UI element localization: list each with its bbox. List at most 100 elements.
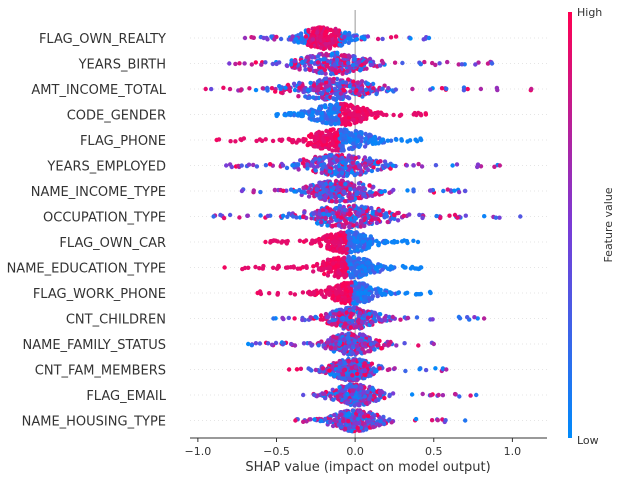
shap-point: [332, 345, 338, 351]
shap-point: [337, 80, 343, 86]
shap-point: [338, 425, 343, 430]
shap-point: [358, 86, 363, 92]
shap-point: [416, 161, 421, 167]
shap-point: [331, 397, 336, 402]
shap-point: [371, 424, 376, 430]
shap-point: [343, 287, 349, 292]
shap-point: [298, 366, 304, 371]
shap-point: [481, 316, 487, 321]
shap-point: [344, 173, 350, 178]
shap-point: [378, 419, 383, 424]
shap-point: [377, 366, 382, 371]
shap-point: [366, 414, 371, 419]
shap-point: [344, 400, 350, 405]
shap-point: [330, 110, 336, 115]
shap-point: [441, 188, 446, 194]
shap-point: [294, 367, 300, 372]
shap-point: [346, 32, 351, 38]
shap-point: [361, 257, 366, 262]
shap-point: [227, 61, 232, 66]
shap-point: [452, 188, 457, 193]
shap-point: [459, 62, 465, 67]
colorbar-high-label: High: [577, 6, 602, 19]
shap-point: [321, 391, 327, 396]
shap-point: [368, 342, 373, 347]
shap-point: [323, 76, 328, 81]
shap-point: [364, 260, 369, 266]
shap-point: [312, 138, 317, 143]
shap-point: [315, 54, 321, 59]
shap-point: [414, 266, 419, 271]
shap-point: [346, 425, 352, 431]
shap-point: [309, 343, 314, 348]
shap-point: [355, 425, 360, 431]
shap-point: [327, 368, 332, 373]
shap-point: [411, 163, 416, 168]
shap-point: [371, 393, 377, 398]
shap-point: [312, 117, 317, 123]
shap-point: [399, 239, 405, 244]
shap-point: [388, 138, 394, 143]
shap-point: [347, 224, 352, 229]
shap-point: [377, 317, 382, 322]
shap-point: [383, 162, 388, 167]
shap-point: [363, 131, 368, 137]
shap-point: [278, 36, 284, 42]
shap-point: [334, 291, 339, 296]
shap-point: [295, 266, 300, 271]
shap-point: [329, 66, 335, 71]
shap-point: [308, 241, 314, 246]
shap-point: [330, 51, 335, 56]
shap-point: [214, 137, 219, 143]
shap-point: [321, 57, 326, 62]
shap-point: [417, 212, 422, 218]
shap-point: [335, 50, 340, 55]
shap-point: [328, 419, 333, 425]
shap-point: [394, 343, 399, 348]
shap-point: [313, 144, 318, 149]
shap-point: [320, 143, 325, 148]
shap-point: [350, 350, 355, 356]
shap-point: [354, 350, 360, 356]
shap-point: [303, 238, 309, 243]
shap-point: [435, 418, 440, 423]
shap-point: [367, 183, 372, 188]
shap-point: [354, 343, 360, 349]
shap-point: [355, 377, 360, 382]
shap-point: [361, 245, 366, 250]
shap-point: [428, 87, 433, 92]
shap-point: [307, 67, 313, 73]
shap-point: [426, 35, 432, 41]
shap-point: [366, 167, 371, 173]
shap-point: [329, 236, 334, 241]
shap-point: [357, 357, 362, 362]
shap-point: [242, 265, 248, 271]
shap-point: [365, 81, 371, 87]
shap-point: [419, 164, 425, 169]
shap-point: [346, 77, 351, 82]
shap-point: [283, 85, 288, 91]
shap-point: [343, 162, 348, 167]
shap-point: [300, 317, 305, 323]
shap-point: [371, 137, 376, 142]
shap-point: [359, 290, 364, 295]
shap-point: [317, 157, 322, 162]
shap-point: [350, 388, 355, 393]
shap-point: [335, 185, 340, 190]
shap-point: [328, 127, 333, 133]
shap-point: [338, 247, 343, 252]
shap-point: [493, 215, 499, 220]
shap-point: [348, 325, 353, 330]
shap-point: [348, 132, 353, 138]
shap-point: [392, 60, 398, 65]
shap-point: [325, 63, 330, 69]
shap-point: [371, 387, 376, 392]
shap-point: [468, 393, 473, 398]
shap-point: [348, 314, 353, 320]
shap-point: [414, 315, 420, 320]
shap-point: [419, 265, 424, 270]
shap-point: [360, 239, 366, 244]
shap-point: [403, 265, 408, 270]
x-axis-label: SHAP value (impact on model output): [245, 460, 490, 475]
shap-point: [330, 423, 336, 429]
